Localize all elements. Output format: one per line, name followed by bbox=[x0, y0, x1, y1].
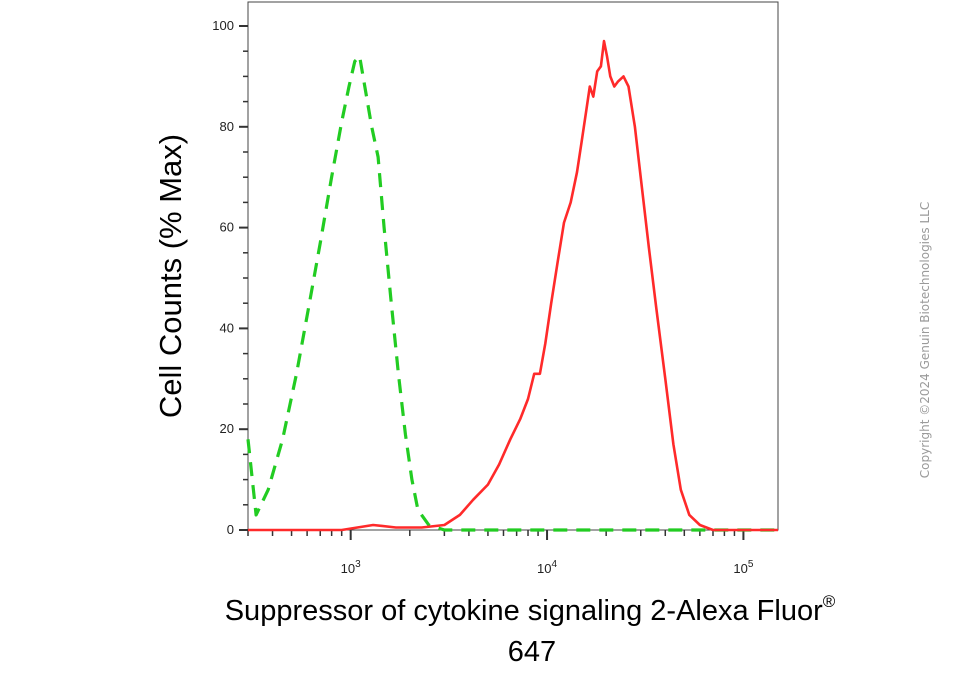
x-tick-label: 104 bbox=[537, 559, 557, 576]
y-tick-label: 40 bbox=[220, 320, 234, 335]
x-axis-title: Suppressor of cytokine signaling 2-Alexa… bbox=[225, 592, 836, 627]
y-tick-label: 80 bbox=[220, 119, 234, 134]
y-tick-label: 60 bbox=[220, 220, 234, 235]
x-tick-label: 103 bbox=[341, 559, 361, 576]
plot-frame bbox=[247, 1, 779, 531]
y-axis: 0 20 40 60 80 100 bbox=[212, 18, 248, 537]
y-tick-label: 100 bbox=[212, 18, 234, 33]
x-axis-title-superscript: ® bbox=[823, 592, 836, 611]
x-axis-title-text: Suppressor of cytokine signaling 2-Alexa… bbox=[225, 595, 823, 627]
series-line-stained bbox=[248, 39, 778, 532]
x-axis-title-line2: 647 bbox=[508, 636, 556, 668]
series-line-control bbox=[246, 54, 778, 532]
y-tick-label: 20 bbox=[220, 421, 234, 436]
series-layer bbox=[246, 39, 778, 532]
x-axis: 103 104 105 bbox=[247, 530, 754, 576]
y-axis-title: Cell Counts (% Max) bbox=[153, 134, 188, 418]
y-tick-label: 0 bbox=[227, 522, 234, 537]
copyright-watermark: Copyright ©2024 Genuin Biotechnologies L… bbox=[918, 202, 932, 478]
x-tick-label: 105 bbox=[733, 559, 753, 576]
